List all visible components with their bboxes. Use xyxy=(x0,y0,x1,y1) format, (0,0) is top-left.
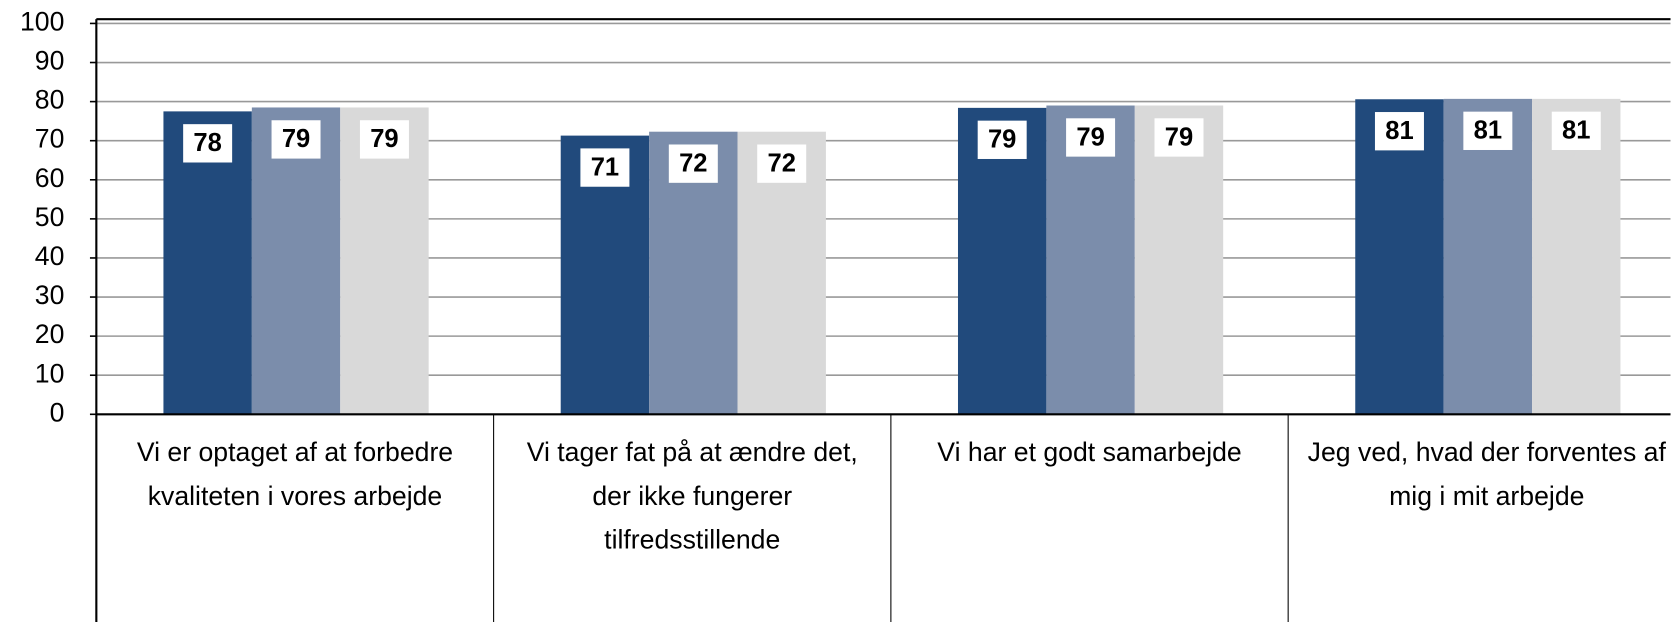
y-tick-label: 50 xyxy=(35,202,65,232)
value-label: 71 xyxy=(591,153,619,181)
value-label: 81 xyxy=(1385,117,1413,145)
y-tick-label: 20 xyxy=(35,319,65,349)
value-label: 81 xyxy=(1474,117,1502,145)
y-tick-label: 10 xyxy=(35,358,65,388)
x-tick-label: Vi er optaget af at forbedre kvaliteten … xyxy=(136,437,454,512)
x-label-box: Vi har et godt samarbejde xyxy=(937,437,1242,468)
value-label-box xyxy=(183,124,233,163)
value-label: 78 xyxy=(193,129,221,157)
y-tick-label: 90 xyxy=(35,46,65,76)
y-tick-label: 80 xyxy=(35,85,65,115)
value-label: 72 xyxy=(768,149,796,177)
value-label-box xyxy=(1551,111,1601,150)
value-label-box xyxy=(271,120,321,159)
value-label-box xyxy=(1463,111,1513,150)
y-tick-label: 60 xyxy=(35,163,65,193)
value-label-box xyxy=(668,144,718,183)
value-label: 79 xyxy=(988,126,1016,154)
bar xyxy=(1532,98,1621,415)
y-tick-label: 40 xyxy=(35,241,65,271)
value-label: 79 xyxy=(1076,123,1104,151)
value-label-box xyxy=(1374,112,1424,151)
y-tick-label: 0 xyxy=(50,397,65,427)
value-label-box xyxy=(1066,118,1116,157)
bar xyxy=(1134,105,1224,415)
x-label-box: Jeg ved, hvad der forventes af mig i mit… xyxy=(1307,437,1666,512)
value-label: 79 xyxy=(1165,123,1193,151)
bar xyxy=(1443,98,1533,415)
x-tick-label: Jeg ved, hvad der forventes af mig i mit… xyxy=(1307,437,1666,512)
value-label-box xyxy=(977,120,1027,159)
value-label: 72 xyxy=(679,149,707,177)
x-label-box: Vi tager fat på at ændre det, der ikke f… xyxy=(526,437,858,555)
bar xyxy=(340,107,429,415)
x-tick-label: Vi har et godt samarbejde xyxy=(937,437,1242,468)
x-tick-label: Vi tager fat på at ændre det, der ikke f… xyxy=(526,437,858,555)
y-tick-label: 100 xyxy=(20,6,64,36)
value-label-box xyxy=(757,144,807,183)
bar xyxy=(251,107,341,415)
value-label-box xyxy=(580,148,630,187)
value-label-box xyxy=(1154,118,1204,157)
y-tick-label: 30 xyxy=(35,280,65,310)
bar xyxy=(1046,105,1135,415)
bar xyxy=(1355,99,1444,415)
y-tick-label: 70 xyxy=(35,124,65,154)
value-label: 81 xyxy=(1562,117,1590,145)
x-label-box: Vi er optaget af at forbedre kvaliteten … xyxy=(136,437,454,512)
value-label: 79 xyxy=(370,125,398,153)
value-label-box xyxy=(359,120,409,159)
value-label: 79 xyxy=(282,125,310,153)
